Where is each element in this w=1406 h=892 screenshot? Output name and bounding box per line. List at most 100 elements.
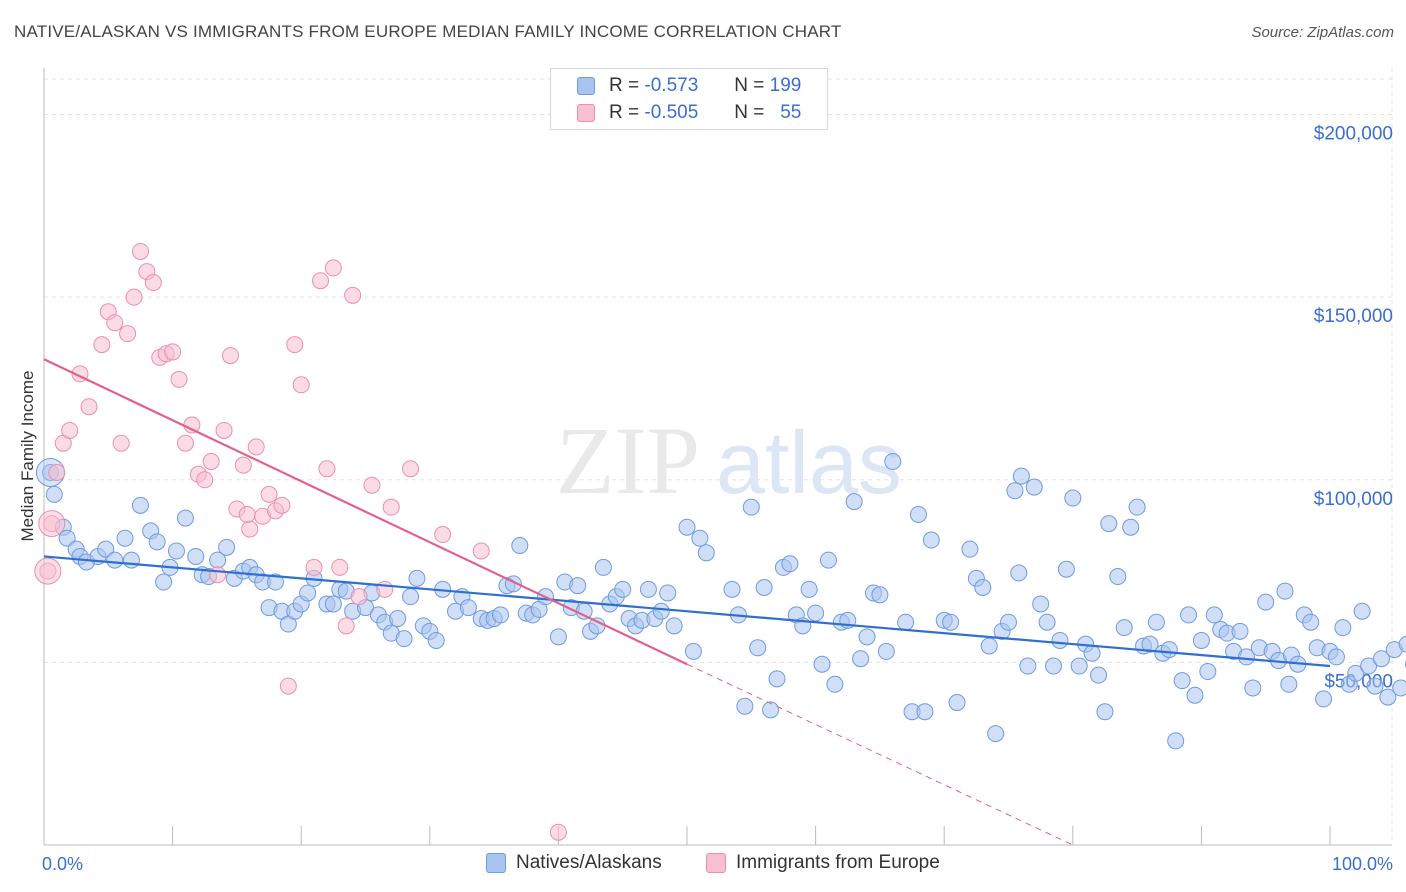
x-tick-label-0: 0.0% [42, 854, 83, 874]
data-point [1231, 622, 1249, 640]
chart-source: Source: ZipAtlas.com [1251, 24, 1394, 41]
y-axis-label: Median Family Income [18, 370, 37, 541]
data-point [781, 555, 799, 573]
data-point [1032, 595, 1050, 613]
bottom-legend: Natives/Alaskans Immigrants from Europe [0, 848, 1406, 878]
data-point [1128, 498, 1146, 516]
data-point [1205, 606, 1223, 624]
data-point [916, 703, 934, 721]
data-point [1186, 686, 1204, 704]
watermark-atlas: atlas [716, 413, 902, 512]
data-point [234, 456, 252, 474]
data-point [241, 520, 259, 538]
data-point [871, 586, 889, 604]
data-point [511, 537, 529, 555]
data-point [659, 584, 677, 602]
stats-n-label: N = [734, 102, 765, 123]
data-point [337, 617, 355, 635]
data-point [1347, 664, 1365, 682]
trend-line-immigrants-extension [686, 663, 1074, 846]
data-point [1280, 675, 1298, 693]
data-point [238, 505, 256, 523]
data-point [980, 637, 998, 655]
trend-line-immigrants [43, 358, 688, 666]
data-point [363, 476, 381, 494]
data-point [97, 540, 115, 558]
data-point [492, 606, 510, 624]
data-point-large [34, 557, 62, 585]
stats-swatch-immigrants [577, 104, 595, 122]
legend-item-natives[interactable]: Natives/Alaskans [486, 852, 662, 874]
data-point [1360, 657, 1378, 675]
data-point [1173, 672, 1191, 690]
legend-item-immigrants[interactable]: Immigrants from Europe [706, 852, 940, 874]
data-point [389, 610, 407, 628]
data-point [318, 460, 336, 478]
legend-label-natives: Natives/Alaskans [516, 852, 662, 873]
data-point [187, 547, 205, 565]
data-point [93, 336, 111, 354]
data-point [1276, 582, 1294, 600]
y-tick-label: $150,000 [1314, 306, 1393, 327]
data-point-large [38, 510, 66, 538]
data-point [218, 538, 236, 556]
data-point [1392, 679, 1406, 697]
data-point [1070, 657, 1088, 675]
data-point [122, 551, 140, 569]
grid-lines [44, 68, 1393, 845]
data-point [176, 509, 194, 527]
stats-r-value: -0.505 [644, 102, 699, 123]
data-point [639, 580, 657, 598]
data-point [1199, 663, 1217, 681]
data-point [164, 343, 182, 361]
data-point [807, 604, 825, 622]
data-point [768, 670, 786, 688]
data-point [472, 542, 490, 560]
data-point [292, 376, 310, 394]
data-point [1180, 606, 1198, 624]
data-point [1012, 467, 1030, 485]
stats-n-value: 199 [769, 75, 802, 96]
data-point [1096, 703, 1114, 721]
data-point [1115, 619, 1133, 637]
legend-label-immigrants: Immigrants from Europe [736, 852, 940, 873]
data-point [311, 272, 329, 290]
data-point [305, 558, 323, 576]
data-point [402, 588, 420, 606]
data-point [884, 453, 902, 470]
data-point [742, 498, 760, 516]
data-point [106, 551, 124, 569]
data-point [588, 617, 606, 635]
data-point [131, 496, 149, 514]
data-point [155, 573, 173, 591]
data-point [852, 650, 870, 668]
data-point [1160, 641, 1178, 659]
data-point [395, 630, 413, 648]
data-point [324, 259, 342, 277]
data-point [652, 602, 670, 620]
data-point [125, 288, 143, 306]
data-point [209, 566, 227, 584]
data-point [1057, 560, 1075, 578]
data-point [119, 325, 137, 343]
stats-r-label: R = [609, 102, 640, 123]
data-point [942, 613, 960, 631]
data-point [749, 639, 767, 657]
data-point [1353, 602, 1371, 620]
data-point [221, 347, 239, 365]
data-point [569, 577, 587, 595]
data-point [1379, 688, 1397, 706]
data-point [1327, 648, 1345, 666]
data-point [1000, 613, 1017, 631]
data-point [1315, 690, 1333, 708]
data-point [845, 493, 863, 511]
data-point [909, 505, 927, 523]
data-point [1192, 631, 1210, 649]
data-point [897, 613, 915, 631]
data-point [1100, 515, 1118, 533]
data-point [402, 460, 420, 478]
data-point [1051, 631, 1069, 649]
data-point [614, 580, 632, 598]
stats-r-value: -0.573 [644, 75, 699, 96]
data-point [697, 544, 715, 562]
